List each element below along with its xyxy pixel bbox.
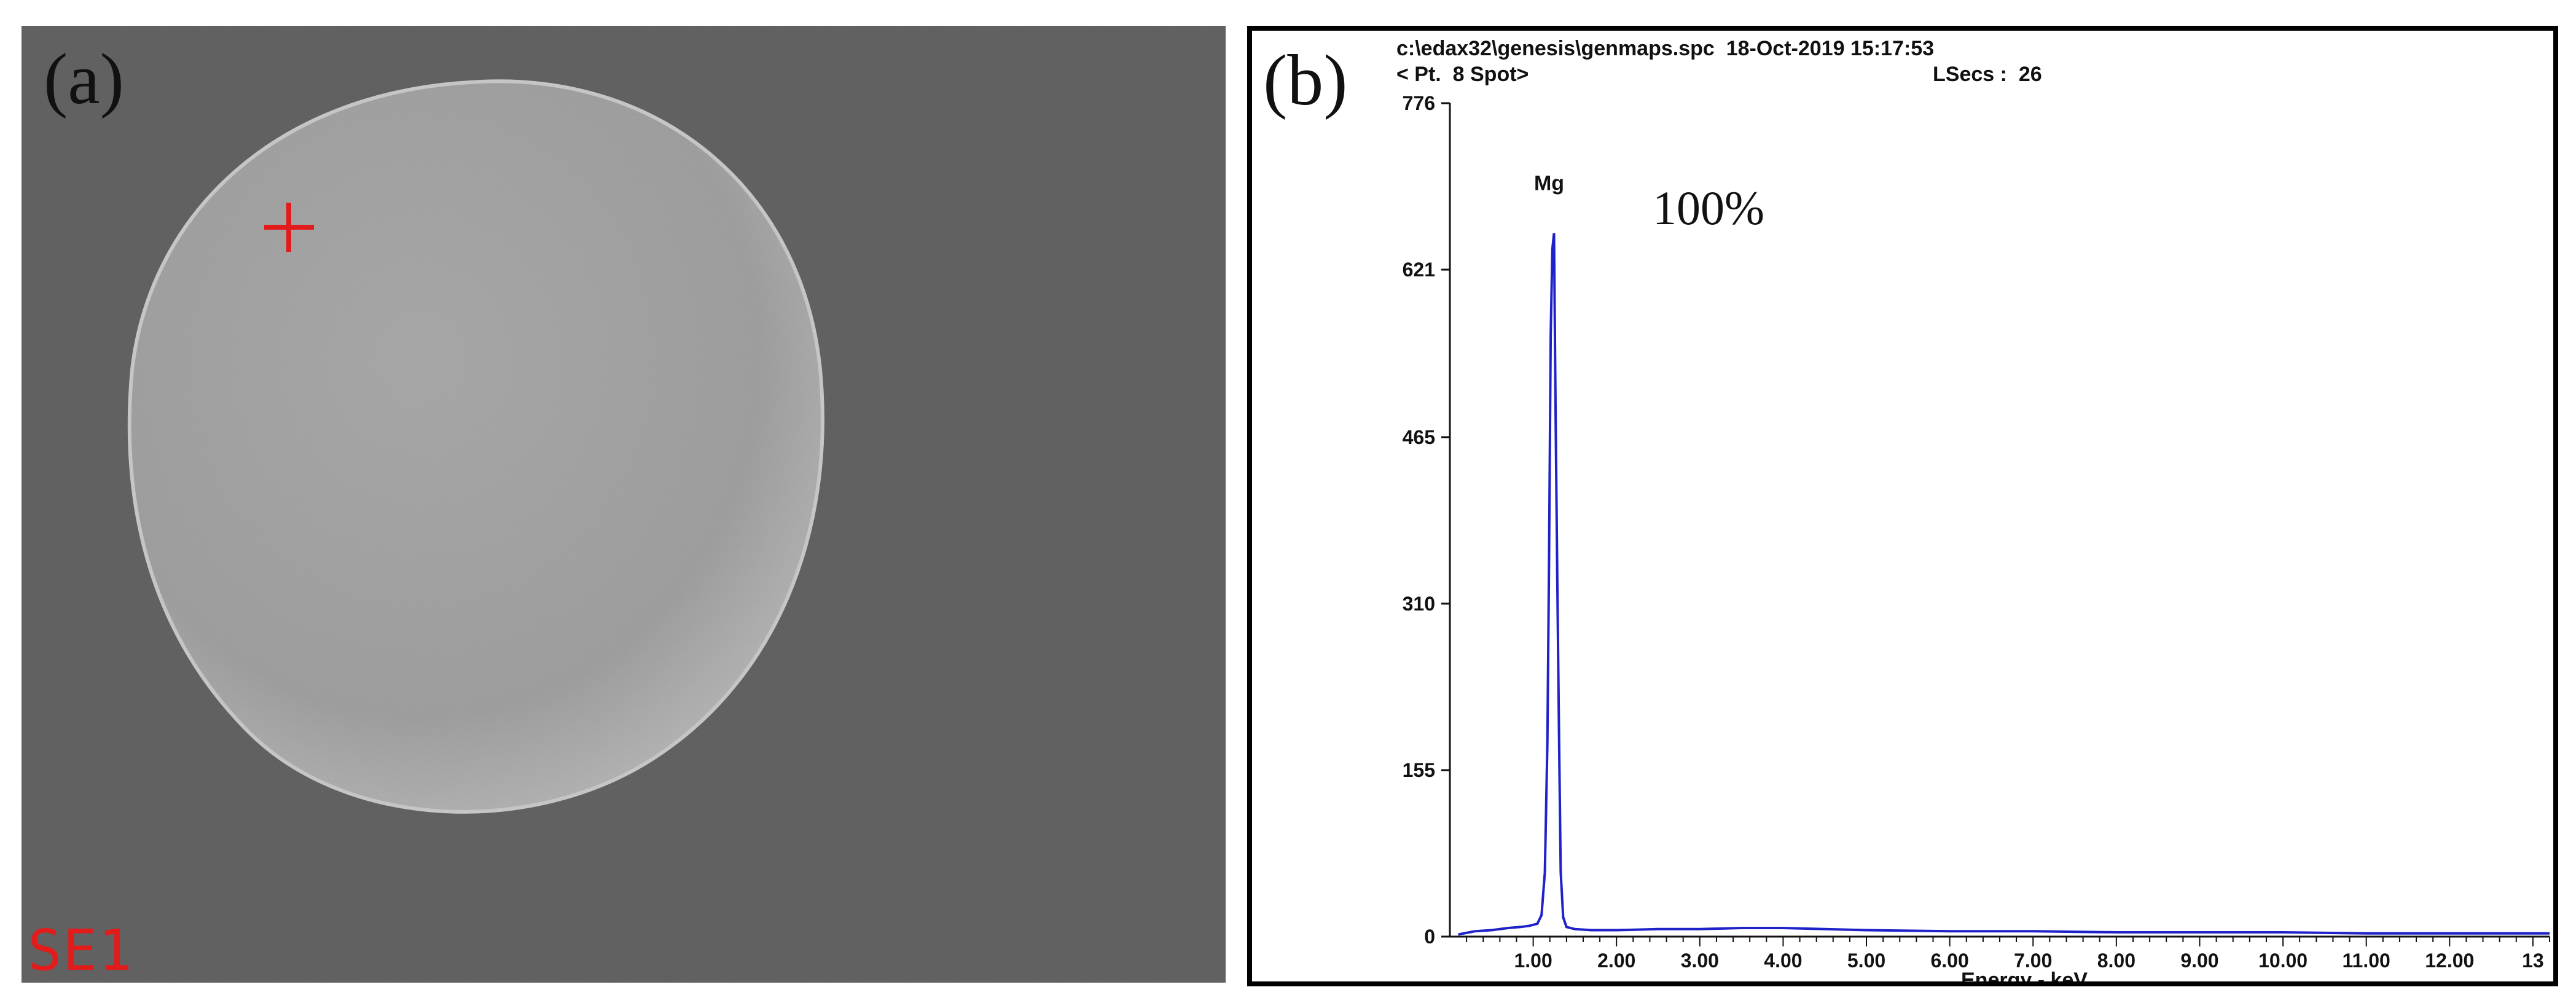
y-tick-label: 0: [1424, 926, 1435, 948]
spectrum-live-seconds: LSecs : 26: [1933, 63, 2042, 86]
eds-spectrum-chart: 0 155 310 465 621 776 1.00 2.00 3.00 4.00 5.00 6.0…: [1403, 92, 2550, 981]
chart-axes: [1449, 103, 2550, 938]
spectrum-line: [1458, 233, 2550, 936]
composition-label: 100%: [1653, 181, 1764, 235]
x-tick-label: 12.00: [2425, 949, 2474, 972]
x-tick-label: 4.00: [1764, 949, 1802, 972]
y-axis-ticks: 0 155 310 465 621 776: [1403, 92, 1450, 948]
spectrum-file-info: c:\edax32\genesis\genmaps.spc 18-Oct-201…: [1396, 37, 1935, 60]
x-tick-label: 3.00: [1681, 949, 1719, 972]
x-tick-label: 5.00: [1847, 949, 1885, 972]
y-tick-label: 621: [1403, 259, 1435, 281]
x-axis-ticks: 1.00 2.00 3.00 4.00 5.00 6.00 7.00 8.00 9.00 10.0…: [1466, 937, 2550, 972]
y-tick-label: 310: [1403, 593, 1435, 615]
x-tick-label: 10.00: [2258, 949, 2308, 972]
x-axis-title: Energy - keV: [1961, 969, 2088, 981]
x-tick-label: 1.00: [1514, 949, 1552, 972]
sem-image: [22, 26, 1226, 983]
y-tick-label: 776: [1403, 92, 1435, 114]
x-tick-label: 7.00: [2014, 949, 2052, 972]
x-tick-label: 9.00: [2180, 949, 2218, 972]
y-tick-label: 155: [1403, 759, 1435, 781]
eds-spectrum-panel: 0 155 310 465 621 776 1.00 2.00 3.00 4.00 5.00 6.0…: [1247, 26, 2558, 986]
panel-b-label: (b): [1263, 40, 1348, 120]
analysis-point-marker: [264, 203, 314, 252]
peak-label: Mg: [1534, 172, 1564, 195]
x-tick-label: 6.00: [1930, 949, 1968, 972]
peak-labels: Mg: [1534, 172, 1564, 195]
x-tick-label: 8.00: [2097, 949, 2136, 972]
x-tick-label: 2.00: [1597, 949, 1635, 972]
detector-label: SE1: [28, 918, 134, 983]
sem-image-panel: (a) SE1: [22, 26, 1226, 983]
x-tick-label: 13: [2522, 949, 2544, 972]
spectrum-spot-info: < Pt. 8 Spot>: [1396, 63, 1529, 86]
y-tick-label: 465: [1403, 426, 1435, 448]
x-tick-label: 11.00: [2343, 949, 2390, 972]
panel-a-label: (a): [44, 39, 124, 119]
